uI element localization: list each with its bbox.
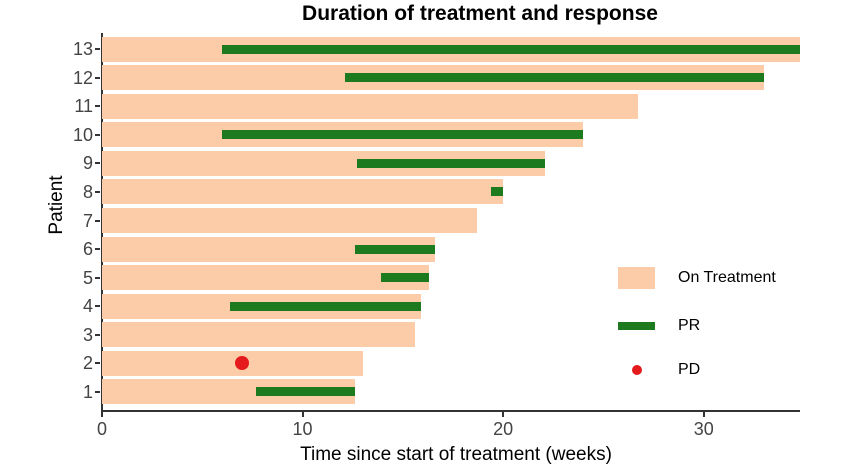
x-tick-mark (101, 412, 103, 417)
legend-item-on-treatment: On Treatment (618, 267, 776, 289)
y-tick-mark (95, 305, 100, 308)
pr-bar (256, 387, 355, 397)
treatment-bar (102, 179, 504, 205)
y-tick-label: 8 (82, 181, 93, 202)
y-tick-label: 3 (82, 324, 93, 345)
y-tick-mark (95, 276, 100, 279)
y-tick-mark (95, 333, 100, 336)
on-treatment-swatch-icon (618, 267, 655, 289)
y-tick-mark (95, 362, 100, 365)
legend-label-on-treatment: On Treatment (678, 269, 776, 286)
legend-item-pd: PD (618, 359, 700, 381)
x-tick-mark (702, 412, 705, 417)
treatment-bar (102, 350, 363, 376)
y-tick-label: 10 (72, 124, 93, 145)
treatment-bar (102, 93, 638, 119)
y-tick-mark (95, 190, 100, 193)
y-tick-mark (95, 76, 100, 79)
x-tick-label: 30 (693, 419, 714, 439)
treatment-bar (102, 322, 415, 348)
pr-bar (344, 73, 764, 83)
legend-item-pr: PR (618, 315, 700, 337)
pr-swatch-icon (618, 315, 655, 337)
x-tick-mark (301, 412, 304, 417)
y-tick-mark (95, 162, 100, 165)
y-tick-label: 12 (72, 67, 93, 88)
x-tick-label: 10 (292, 419, 313, 439)
y-tick-mark (95, 219, 100, 222)
legend-label-pr: PR (678, 317, 701, 334)
treatment-bar (102, 208, 478, 233)
x-tick-label: 20 (493, 419, 514, 439)
y-tick-label: 9 (82, 153, 93, 174)
y-tick-label: 4 (82, 296, 93, 317)
legend-label-pd: PD (678, 361, 701, 378)
y-tick-label: 11 (74, 96, 93, 117)
x-axis-line (100, 410, 800, 412)
y-axis-line (100, 33, 103, 410)
y-tick-mark (95, 133, 100, 136)
x-tick-label: 0 (96, 419, 107, 439)
pr-bar (230, 301, 421, 311)
x-axis-label: Time since start of treatment (weeks) (300, 444, 612, 465)
chart-title: Duration of treatment and response (302, 2, 658, 25)
pr-bar (222, 130, 584, 140)
pd-swatch-icon (618, 359, 655, 381)
y-tick-label: 6 (82, 239, 93, 260)
pr-bar (491, 187, 504, 197)
y-tick-mark (95, 105, 100, 108)
y-tick-label: 1 (82, 381, 93, 402)
pr-bar (354, 244, 435, 254)
y-tick-mark (95, 48, 100, 51)
y-tick-label: 2 (82, 353, 93, 374)
y-tick-label: 7 (82, 210, 93, 231)
treatment-bar (102, 265, 429, 291)
y-tick-label: 5 (82, 267, 93, 288)
pr-bar (222, 44, 800, 54)
pr-bar (380, 273, 429, 283)
y-tick-mark (95, 248, 100, 251)
y-tick-label: 13 (72, 39, 93, 60)
y-tick-mark (95, 390, 100, 393)
pr-bar (356, 158, 546, 168)
pd-dot (235, 356, 250, 371)
x-tick-mark (502, 412, 505, 417)
